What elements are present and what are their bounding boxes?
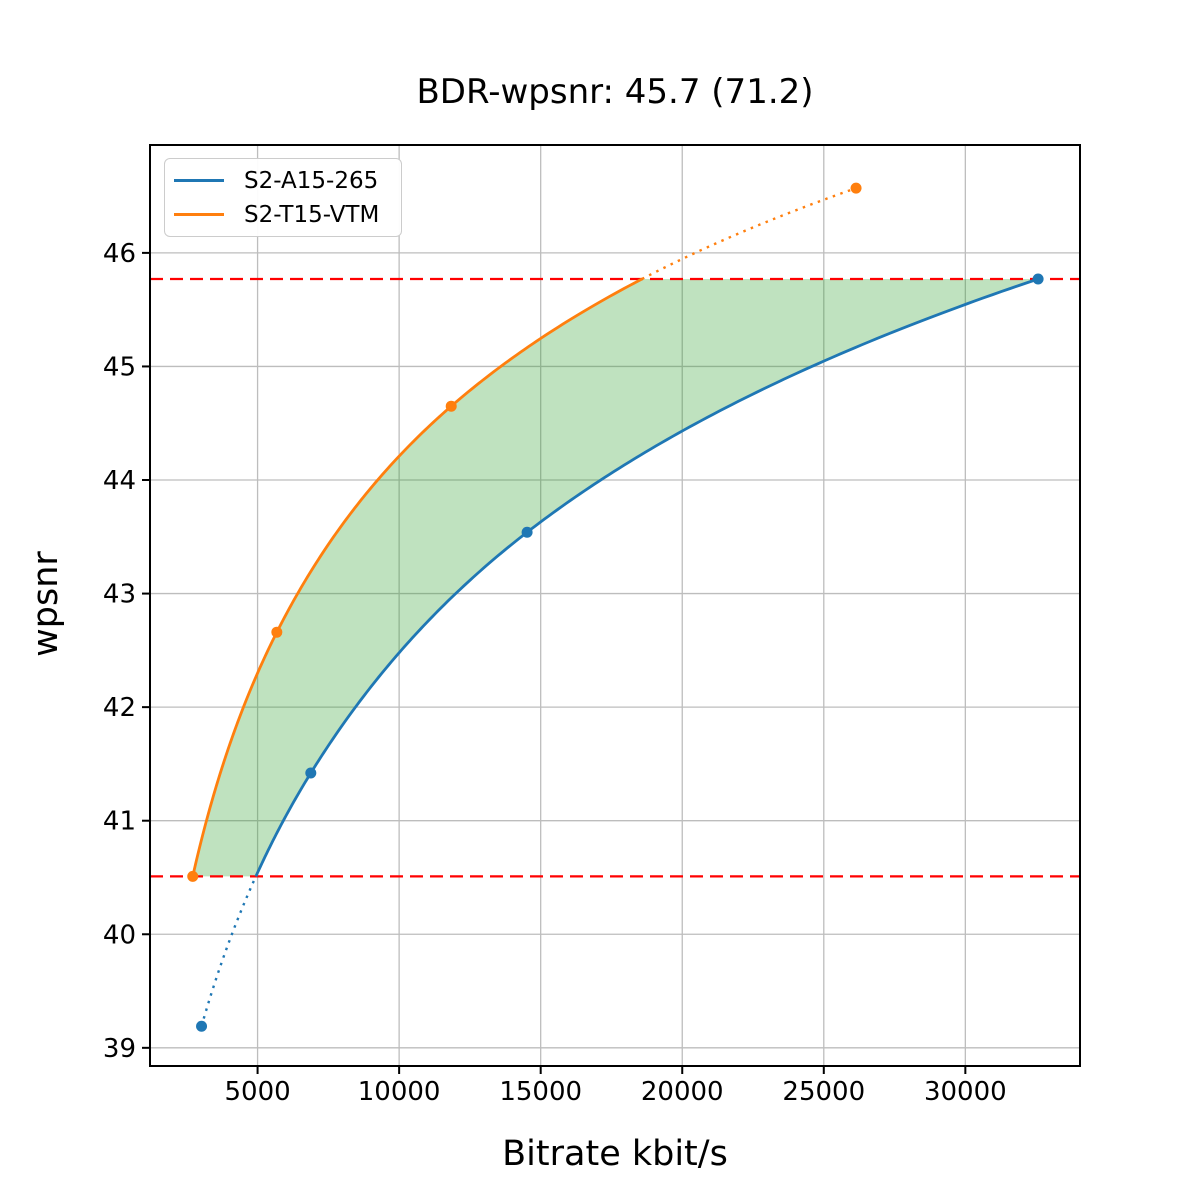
bd-gain-shaded-region xyxy=(192,279,1039,877)
y-tick-label: 42 xyxy=(103,693,136,723)
x-tick-label: 5000 xyxy=(224,1077,290,1107)
series-curve-solid xyxy=(191,277,643,877)
y-tick-label: 41 xyxy=(103,807,136,837)
x-tick-label: 30000 xyxy=(924,1077,1007,1107)
legend-label-s2-a15-265: S2-A15-265 xyxy=(244,167,379,194)
y-tick-label: 40 xyxy=(103,920,136,950)
legend-line-swatch-orange xyxy=(174,213,224,216)
y-tick-label: 44 xyxy=(103,466,136,496)
series-s2-t15-vtm xyxy=(187,182,862,882)
y-tick-label: 46 xyxy=(103,239,136,269)
x-tick-label: 15000 xyxy=(499,1077,582,1107)
data-point-marker xyxy=(850,182,862,194)
x-tick-label: 20000 xyxy=(641,1077,724,1107)
legend-label-s2-t15-vtm: S2-T15-VTM xyxy=(244,201,380,228)
data-point-marker xyxy=(1032,273,1044,285)
x-tick-label: 10000 xyxy=(358,1077,441,1107)
chart-title: BDR-wpsnr: 45.7 (71.2) xyxy=(416,72,814,112)
legend-line-swatch-blue xyxy=(174,179,224,182)
x-axis: 5000 10000 15000 20000 25000 30000 xyxy=(224,1066,1007,1107)
series-curve-dotted xyxy=(200,875,257,1027)
y-tick-label: 39 xyxy=(103,1034,136,1064)
x-axis-label: Bitrate kbit/s xyxy=(502,1134,728,1174)
gridlines xyxy=(150,145,1080,1066)
y-tick-label: 45 xyxy=(103,352,136,382)
data-point-marker xyxy=(305,767,317,779)
data-point-marker xyxy=(187,870,199,882)
y-tick-label: 43 xyxy=(103,580,136,610)
legend-item-s2-t15-vtm: S2-T15-VTM xyxy=(174,198,401,232)
plot-border xyxy=(149,144,1081,1067)
data-point-marker xyxy=(271,626,283,638)
data-point-marker xyxy=(196,1020,208,1032)
y-axis: 39 40 41 42 43 44 45 46 xyxy=(103,239,150,1064)
legend: S2-A15-265 S2-T15-VTM xyxy=(164,158,402,237)
series-s2-a15-265 xyxy=(196,273,1044,1032)
legend-item-s2-a15-265: S2-A15-265 xyxy=(174,164,401,198)
data-point-marker xyxy=(445,400,457,412)
x-tick-label: 25000 xyxy=(782,1077,865,1107)
data-point-marker xyxy=(521,526,533,538)
